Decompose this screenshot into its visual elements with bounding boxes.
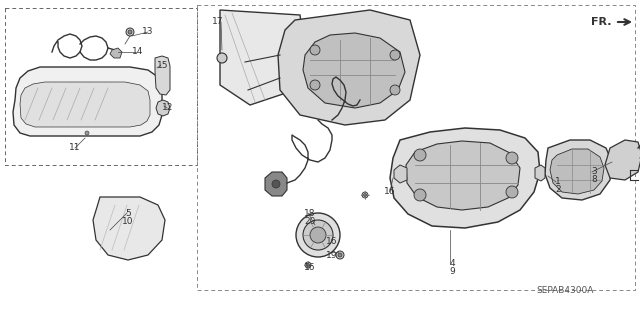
- Polygon shape: [110, 48, 122, 58]
- Text: 5: 5: [125, 209, 131, 218]
- Circle shape: [390, 50, 400, 60]
- Polygon shape: [303, 33, 405, 108]
- Polygon shape: [278, 10, 420, 125]
- Circle shape: [336, 251, 344, 259]
- Text: 18: 18: [304, 209, 316, 218]
- Circle shape: [338, 253, 342, 257]
- Bar: [197, 5, 635, 290]
- Circle shape: [310, 80, 320, 90]
- Bar: [5, 8, 197, 165]
- Circle shape: [303, 220, 333, 250]
- Circle shape: [85, 131, 89, 135]
- Circle shape: [310, 227, 326, 243]
- Text: 10: 10: [122, 217, 134, 226]
- Circle shape: [305, 262, 311, 268]
- Text: 12: 12: [163, 103, 173, 113]
- Circle shape: [126, 28, 134, 36]
- Circle shape: [310, 45, 320, 55]
- Polygon shape: [265, 172, 287, 196]
- Polygon shape: [406, 141, 520, 210]
- Circle shape: [296, 213, 340, 257]
- Polygon shape: [535, 165, 545, 181]
- Circle shape: [217, 53, 227, 63]
- Circle shape: [307, 263, 310, 266]
- Polygon shape: [220, 10, 310, 105]
- Polygon shape: [605, 140, 640, 180]
- Text: 11: 11: [69, 144, 81, 152]
- Text: 19: 19: [326, 250, 338, 259]
- Text: 13: 13: [142, 27, 154, 36]
- Text: 14: 14: [132, 48, 144, 56]
- Polygon shape: [550, 149, 604, 194]
- Circle shape: [506, 186, 518, 198]
- Text: 2: 2: [555, 186, 561, 195]
- Polygon shape: [390, 128, 540, 228]
- Circle shape: [362, 192, 368, 198]
- Text: FR.: FR.: [591, 17, 612, 27]
- Polygon shape: [13, 67, 162, 136]
- Circle shape: [414, 149, 426, 161]
- Circle shape: [364, 194, 367, 197]
- Circle shape: [390, 85, 400, 95]
- Circle shape: [272, 180, 280, 188]
- Polygon shape: [20, 82, 150, 127]
- Polygon shape: [394, 165, 407, 183]
- Text: 9: 9: [449, 268, 455, 277]
- Text: 20: 20: [304, 217, 316, 226]
- Text: SEPAB4300A: SEPAB4300A: [536, 286, 594, 295]
- Polygon shape: [545, 140, 612, 200]
- Polygon shape: [93, 197, 165, 260]
- Circle shape: [414, 189, 426, 201]
- Circle shape: [128, 30, 132, 34]
- Polygon shape: [156, 100, 170, 116]
- Text: 16: 16: [384, 188, 396, 197]
- Text: 17: 17: [212, 18, 224, 26]
- Text: 15: 15: [157, 61, 169, 70]
- Text: 16: 16: [326, 238, 338, 247]
- Text: 4: 4: [449, 259, 455, 269]
- Text: 1: 1: [555, 177, 561, 187]
- Text: 16: 16: [304, 263, 316, 272]
- Text: 3: 3: [591, 167, 597, 176]
- Circle shape: [506, 152, 518, 164]
- Polygon shape: [155, 56, 170, 95]
- Text: 8: 8: [591, 175, 597, 184]
